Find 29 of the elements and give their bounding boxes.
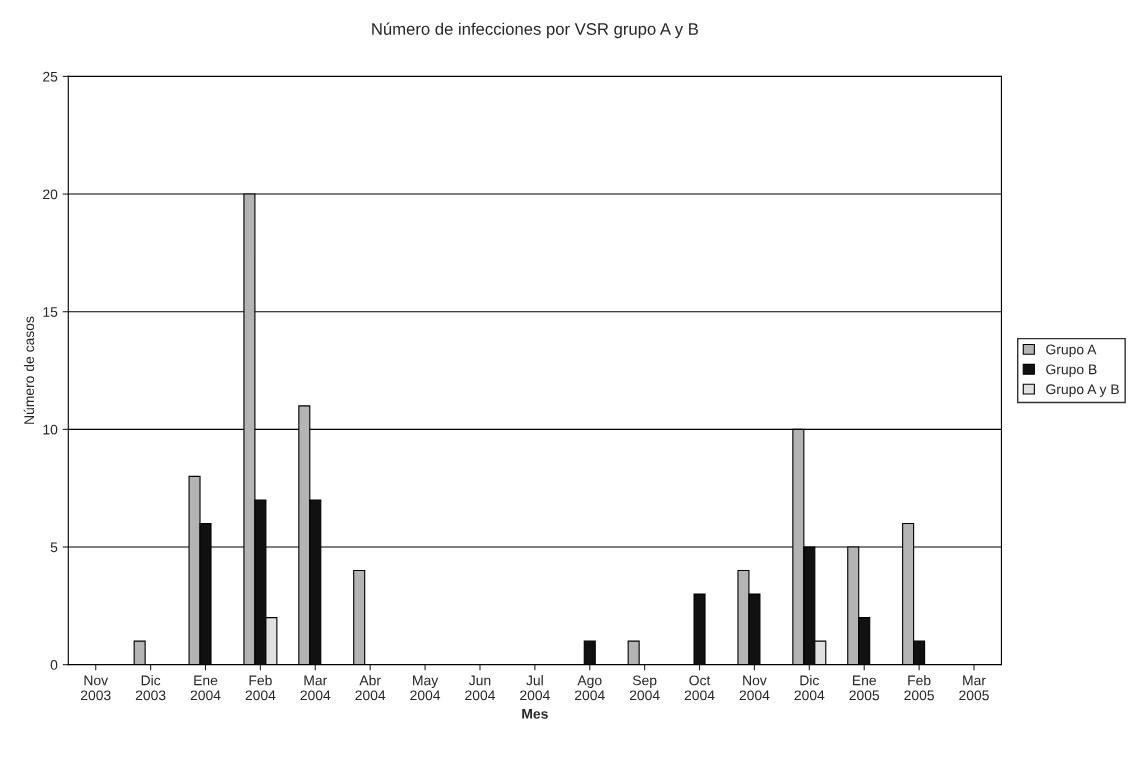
x-tick-label: Ene 2004 xyxy=(190,675,221,701)
x-tick-label: Sep 2004 xyxy=(629,675,660,701)
y-tick-label: 10 xyxy=(43,424,58,435)
x-axis-title: Mes xyxy=(522,709,548,719)
x-tick-label: Dic 2003 xyxy=(135,675,166,701)
x-tick-label: Abr 2004 xyxy=(355,675,386,701)
y-tick-label: 5 xyxy=(50,542,58,553)
legend-label: Grupo B xyxy=(1046,364,1097,378)
x-tick-label: Feb 2004 xyxy=(245,675,276,701)
legend-label: Grupo A xyxy=(1046,344,1097,358)
y-tick-label: 20 xyxy=(43,189,58,200)
y-tick-label: 0 xyxy=(50,660,58,670)
x-tick-label: Ago 2004 xyxy=(575,675,605,701)
y-axis-title: Número de casos xyxy=(23,316,35,424)
x-tick-label: Jul 2004 xyxy=(520,675,550,701)
x-tick-label: Jun 2004 xyxy=(465,675,496,701)
y-tick-label: 15 xyxy=(43,307,58,317)
x-tick-label: Nov 2003 xyxy=(80,675,111,701)
x-tick-label: Mar 2004 xyxy=(300,675,331,701)
x-tick-label: Oct 2004 xyxy=(684,675,715,701)
x-tick-label: Dic 2004 xyxy=(794,675,825,701)
x-tick-label: Ene 2005 xyxy=(849,675,880,701)
x-tick-label: Feb 2005 xyxy=(904,675,934,701)
legend-label: Grupo A y B xyxy=(1046,384,1119,397)
y-tick-label: 25 xyxy=(43,71,58,82)
x-tick-label: Nov 2004 xyxy=(739,675,770,701)
chart-title: Número de infecciones por VSR grupo A y B xyxy=(372,22,698,39)
x-tick-label: Mar 2005 xyxy=(959,675,989,701)
x-tick-label: May 2004 xyxy=(410,675,441,701)
